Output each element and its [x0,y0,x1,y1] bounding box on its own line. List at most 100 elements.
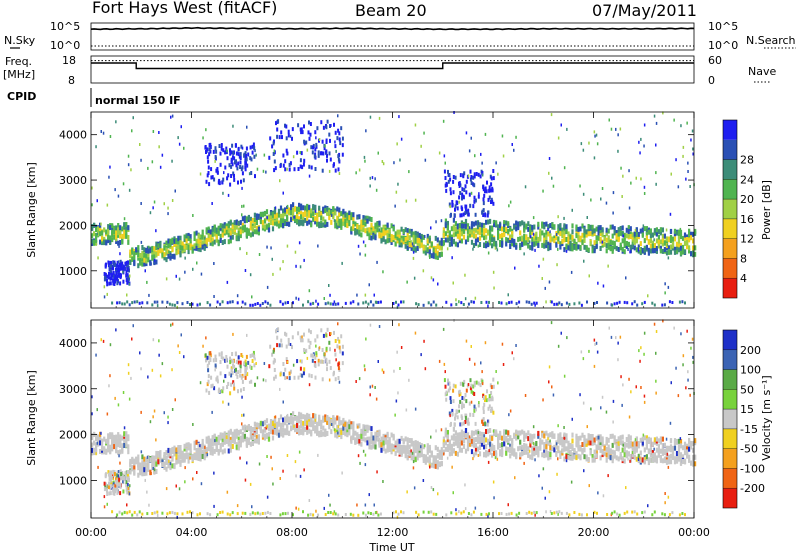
range-cell [531,245,534,251]
range-cell [155,259,158,265]
range-cell [618,300,621,304]
range-cell [145,470,148,476]
range-cell [222,386,225,391]
range-cell [237,227,240,233]
range-cell [491,435,494,441]
range-cell [527,237,530,243]
range-cell [199,242,202,248]
range-cell [543,442,546,447]
range-cell [527,221,530,227]
range-cell [324,414,327,420]
range-cell [565,237,568,242]
range-cell [111,432,114,438]
range-cell [527,243,530,249]
range-cell [663,456,666,462]
range-cell [342,214,345,218]
range-cell [293,215,295,219]
range-cell [167,253,170,259]
range-cell [543,242,546,248]
range-cell [465,388,468,393]
range-cell [181,242,184,248]
range-cell [155,454,158,460]
range-cell [245,227,248,233]
range-cell [311,150,314,155]
range-cell [543,433,546,439]
range-cell [578,301,581,305]
range-cell [473,195,476,200]
range-cell [565,249,568,253]
range-cell [271,144,274,149]
range-cell [362,215,365,221]
range-cell [402,229,405,234]
range-cell [249,224,252,230]
range-cell [116,260,119,265]
range-cell [501,240,504,246]
range-cell [360,441,363,447]
range-cell [93,239,96,245]
range-cell [209,142,212,147]
range-cell [129,274,131,278]
range-cell [533,238,536,244]
range-cell [489,188,492,193]
range-cell [328,418,331,424]
range-cell [571,246,574,252]
range-cell [378,231,381,237]
range-cell [472,243,476,248]
range-cell [237,440,240,445]
range-cell [521,241,524,247]
range-cell [513,448,516,454]
range-cell [426,238,429,244]
range-cell [207,236,210,242]
range-cell [335,149,337,153]
range-cell [103,436,106,442]
range-cell [376,222,379,228]
range-cell [470,181,473,185]
range-cell [161,300,164,304]
range-cell [563,237,566,243]
range-cell [394,231,397,237]
range-cell [231,300,234,304]
range-cell [667,249,671,254]
range-cell [627,451,630,457]
range-cell [233,429,236,435]
range-cell [443,169,446,174]
range-cell [456,229,459,235]
range-cell [521,235,524,241]
range-cell [91,238,94,244]
range-cell [615,245,618,251]
range-cell [338,131,341,136]
range-cell [422,234,425,240]
range-cell [581,449,584,455]
range-cell [288,209,291,215]
range-cell [623,452,626,458]
range-cell [513,433,516,439]
range-cell [482,201,485,206]
range-cell [213,440,216,446]
range-cell [292,301,294,305]
range-cell [669,444,673,450]
range-cell [247,440,250,446]
range-cell [338,420,341,426]
range-cell [251,303,254,307]
range-cell [219,360,222,364]
range-cell [533,447,536,453]
range-cell [133,251,136,257]
range-cell [253,363,256,368]
range-cell [627,248,629,251]
range-cell [587,231,590,237]
range-cell [537,430,540,436]
range-cell [253,154,256,159]
range-cell [641,231,644,237]
range-cell [189,443,192,449]
range-cell [113,262,116,267]
range-cell [362,424,365,430]
range-cell [557,433,560,439]
range-cell [107,263,110,268]
range-cell [485,444,488,449]
range-cell [633,231,636,237]
y-tick-label: 2000 [59,219,87,232]
range-cell [580,303,583,307]
range-cell [380,232,383,238]
range-cell [563,446,566,452]
range-cell [513,242,516,248]
